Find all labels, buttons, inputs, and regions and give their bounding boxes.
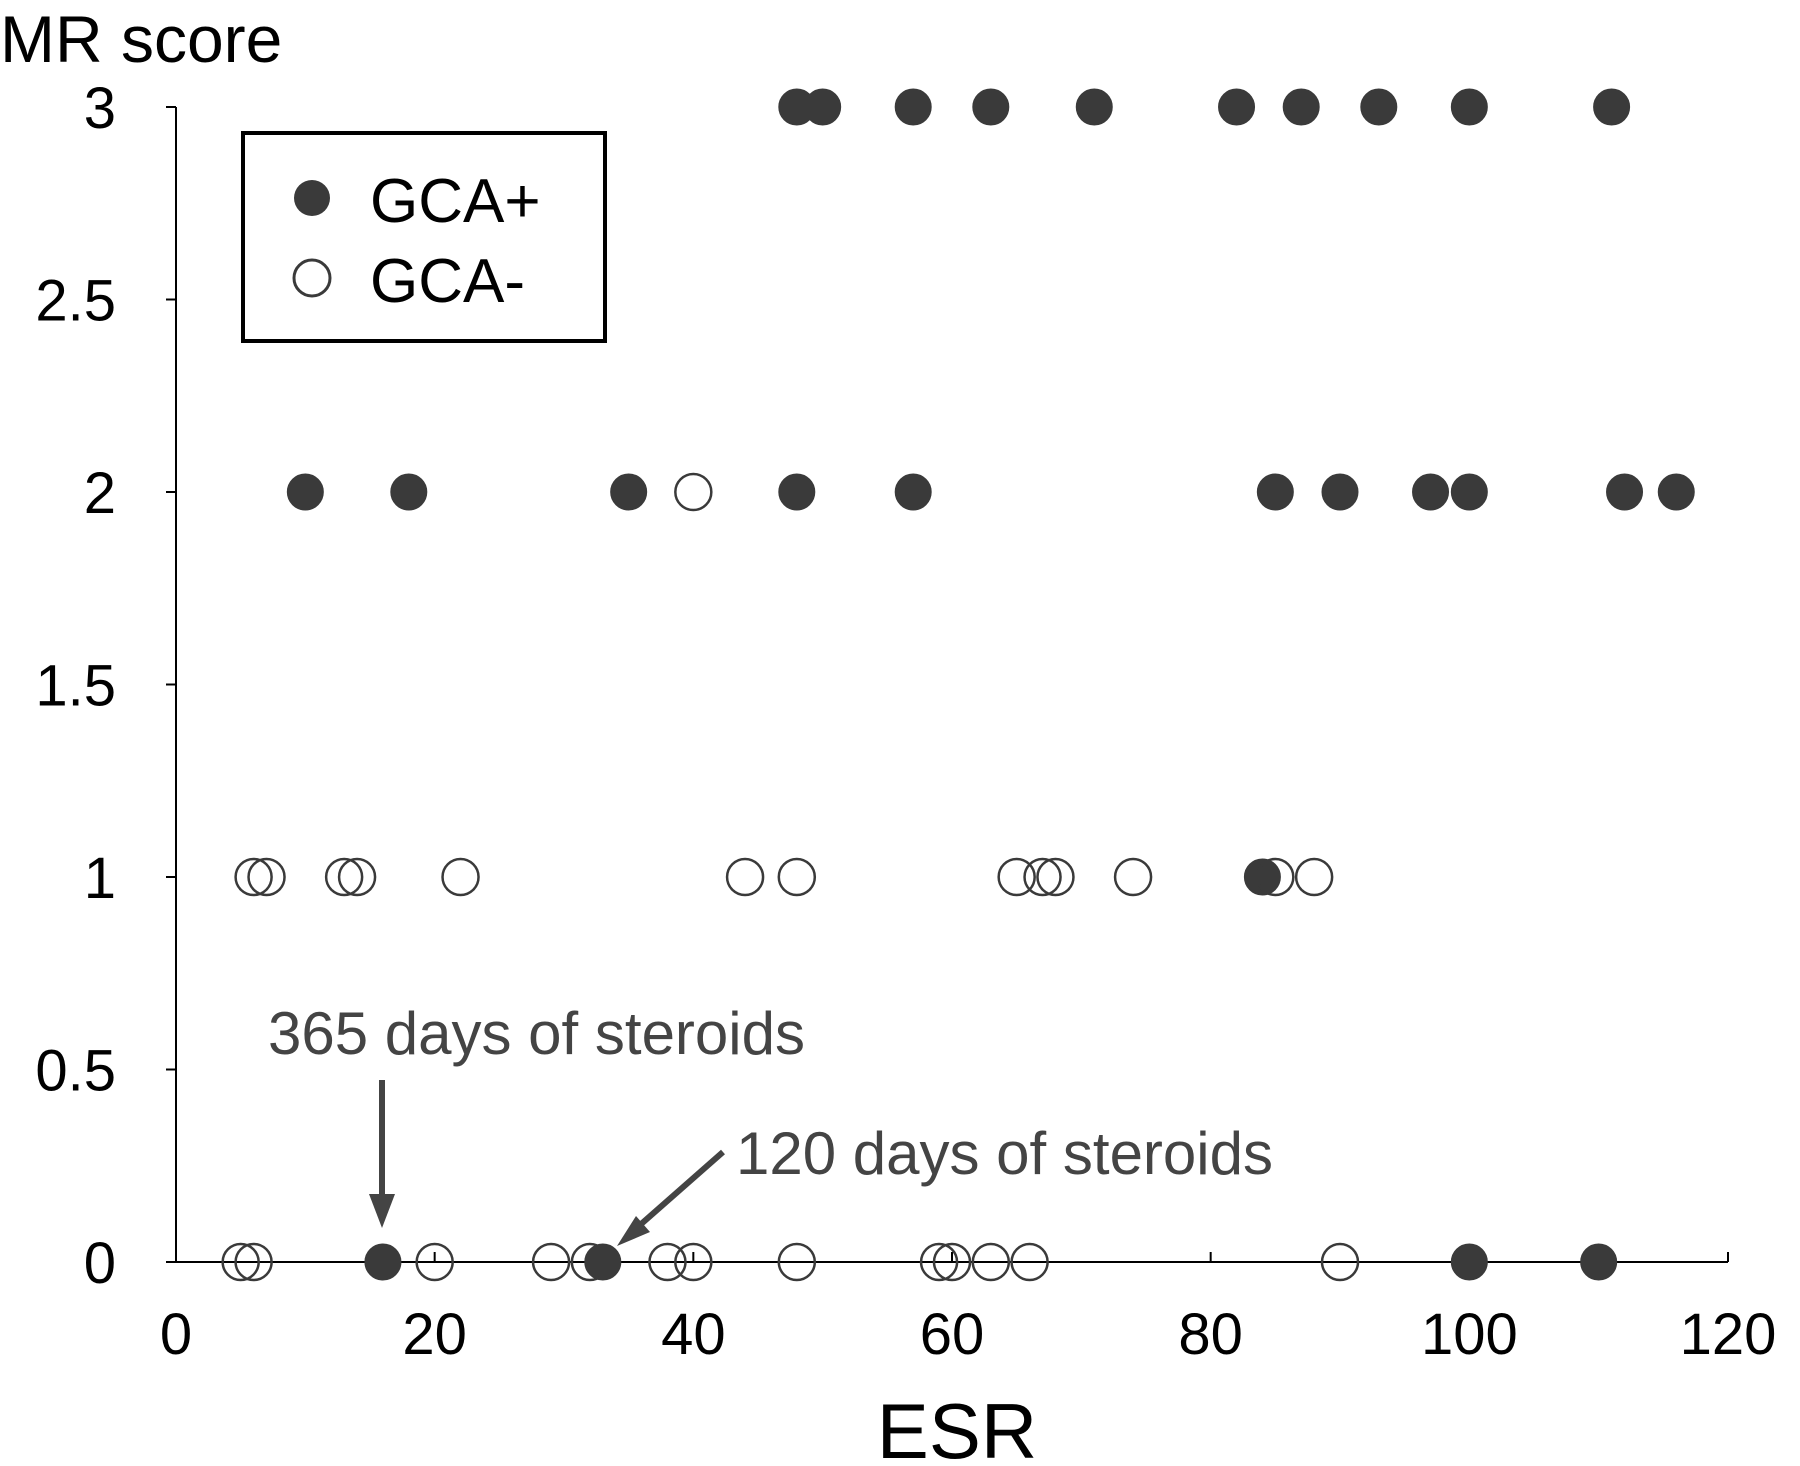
data-point-gca-pos <box>1360 88 1398 126</box>
data-point-gca-neg <box>234 857 273 897</box>
data-point-gca-pos <box>1580 1243 1618 1281</box>
data-point-gca-neg <box>234 1242 273 1282</box>
data-point-gca-neg <box>221 1242 260 1282</box>
data-point-gca-neg <box>919 1242 959 1282</box>
series-gca-neg <box>221 472 1360 1282</box>
data-point-gca-pos <box>1606 473 1644 511</box>
data-point-gca-pos <box>1450 88 1488 126</box>
legend: GCA+ GCA- <box>241 131 607 343</box>
data-point-gca-neg <box>1113 857 1153 897</box>
data-point-gca-neg <box>777 857 817 897</box>
legend-marker-gca-pos <box>294 180 330 216</box>
data-point-gca-pos <box>1256 473 1294 511</box>
x-tick-label: 120 <box>1680 1302 1777 1367</box>
y-tick-label: 2.5 <box>35 269 116 334</box>
data-point-gca-neg <box>971 1242 1011 1282</box>
data-point-gca-pos <box>610 473 648 511</box>
y-tick-label: 0.5 <box>35 1039 116 1104</box>
legend-label-gca-pos: GCA+ <box>370 167 541 236</box>
annotation-120-arrow-head <box>617 1216 650 1246</box>
x-axis-title: ESR <box>877 1387 1037 1466</box>
data-point-gca-pos <box>1282 88 1320 126</box>
annotation-365-arrow-head <box>369 1194 395 1228</box>
x-tick-label: 40 <box>661 1302 726 1367</box>
legend-marker-gca-neg <box>292 258 332 298</box>
data-point-gca-neg <box>415 1242 454 1282</box>
data-point-gca-pos <box>1321 473 1359 511</box>
data-point-gca-pos <box>1593 88 1631 126</box>
data-point-gca-neg <box>674 1242 713 1282</box>
data-point-gca-pos <box>778 473 816 511</box>
data-point-gca-neg <box>441 857 480 897</box>
data-point-gca-pos <box>1243 858 1281 896</box>
data-point-gca-neg <box>247 857 286 897</box>
data-point-gca-neg <box>324 857 364 897</box>
data-point-gca-pos <box>894 473 932 511</box>
data-point-gca-neg <box>932 1242 972 1282</box>
data-point-gca-neg <box>674 472 713 512</box>
data-point-gca-pos <box>804 88 842 126</box>
data-point-gca-pos <box>286 473 324 511</box>
annotation-120-days: 120 days of steroids <box>736 1120 1273 1187</box>
legend-box <box>241 131 607 343</box>
y-tick-label: 1.5 <box>35 654 116 719</box>
x-tick-label: 60 <box>920 1302 985 1367</box>
data-point-gca-neg <box>1256 857 1295 897</box>
y-tick-label: 2 <box>84 461 116 526</box>
x-tick-label: 80 <box>1178 1302 1243 1367</box>
data-point-gca-neg <box>725 857 765 897</box>
annotation-120-arrow-shaft <box>638 1149 725 1228</box>
x-tick-label: 100 <box>1421 1302 1518 1367</box>
data-points <box>221 88 1695 1282</box>
data-point-gca-neg <box>997 857 1036 897</box>
data-point-gca-pos <box>972 88 1010 126</box>
data-point-gca-pos <box>390 473 428 511</box>
data-point-gca-neg <box>531 1242 571 1282</box>
data-point-gca-pos <box>1218 88 1256 126</box>
data-point-gca-pos <box>1075 88 1113 126</box>
series-gca-pos <box>286 88 1695 1281</box>
data-point-gca-pos <box>1450 1243 1488 1281</box>
annotations: 365 days of steroids 120 days of steroid… <box>268 1000 1273 1246</box>
data-point-gca-neg <box>777 1242 817 1282</box>
data-point-gca-pos <box>1412 473 1450 511</box>
data-point-gca-neg <box>648 1242 687 1282</box>
data-point-gca-pos <box>1450 473 1488 511</box>
data-point-gca-pos <box>894 88 932 126</box>
data-point-gca-pos <box>1657 473 1695 511</box>
x-tick-label: 20 <box>402 1302 467 1367</box>
y-axis-title: MR score <box>0 2 282 76</box>
data-point-gca-neg <box>1320 1242 1360 1282</box>
annotation-365-days: 365 days of steroids <box>268 1000 805 1067</box>
y-tick-label: 3 <box>84 76 116 141</box>
x-tick-label: 0 <box>160 1302 192 1367</box>
data-point-gca-neg <box>1010 1242 1049 1282</box>
data-point-gca-neg <box>1294 857 1334 897</box>
data-point-gca-neg <box>1023 857 1062 897</box>
tick-labels: 0 20 40 60 80 100 120 0 0.5 1 1.5 2 2.5 3 <box>35 76 1776 1367</box>
y-tick-label: 1 <box>84 846 116 911</box>
legend-label-gca-neg: GCA- <box>370 247 525 316</box>
y-tick-label: 0 <box>84 1231 116 1296</box>
data-point-gca-neg <box>1036 857 1075 897</box>
data-point-gca-pos <box>364 1243 402 1281</box>
data-point-gca-neg <box>570 1242 610 1282</box>
data-point-gca-pos <box>584 1243 622 1281</box>
data-point-gca-neg <box>337 857 377 897</box>
